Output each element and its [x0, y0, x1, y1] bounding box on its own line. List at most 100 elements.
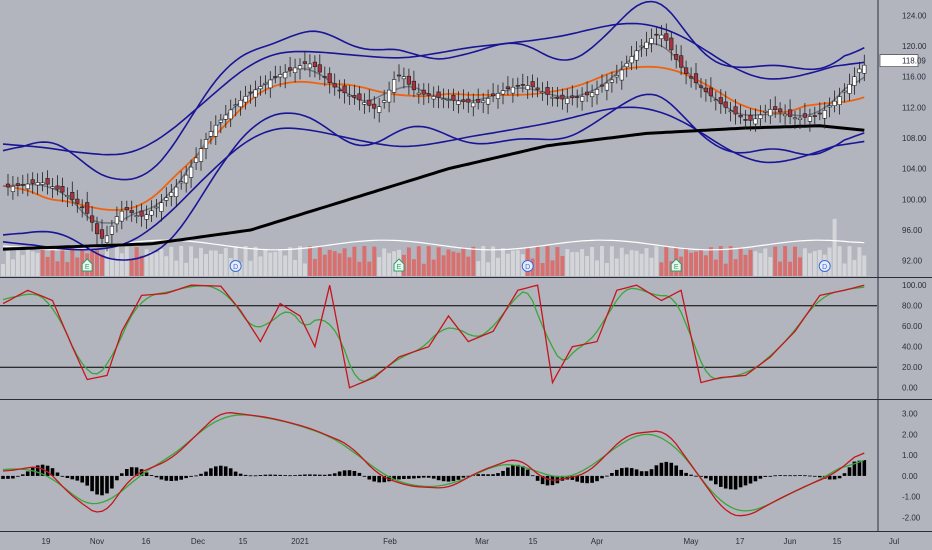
volume-bar [723, 263, 728, 276]
macd-histogram-bar [55, 472, 60, 476]
macd-histogram-bar [456, 475, 461, 480]
candle-body [698, 85, 704, 88]
macd-histogram-bar [1, 475, 5, 479]
candle-body [743, 119, 748, 121]
candle-body [753, 118, 758, 125]
macd-histogram-bar [139, 469, 144, 476]
candle-body [124, 207, 129, 211]
macd-histogram-bar [595, 475, 599, 482]
macd-histogram-bar [110, 475, 114, 489]
macd-histogram-bar [803, 475, 807, 477]
volume-bar [288, 247, 293, 276]
macd-histogram-bar [837, 475, 842, 479]
volume-bar [129, 260, 134, 276]
candle-body [456, 100, 461, 105]
bollinger-upper [2, 0, 865, 181]
macd-histogram-bar [90, 475, 94, 492]
candle-body [654, 33, 659, 36]
candle-body [421, 89, 426, 95]
macd-histogram-bar [85, 475, 89, 486]
candle-body [812, 115, 817, 117]
volume-bar [812, 251, 817, 276]
candle-body [738, 115, 743, 118]
macd-histogram-bar [129, 467, 134, 476]
macd-histogram-bar [441, 475, 446, 482]
candle-body [90, 215, 95, 223]
candle-body [619, 69, 624, 81]
time-tick-label: Mar [475, 537, 489, 546]
macd-histogram-bar [446, 475, 451, 482]
macd-histogram-bar [511, 465, 515, 476]
volume-bar [664, 246, 669, 276]
macd-histogram-bar [273, 474, 277, 476]
candle-body [80, 206, 85, 209]
macd-histogram-bar [832, 475, 837, 480]
candle-body [377, 106, 382, 113]
volume-bar [312, 258, 317, 276]
volume-bar [491, 246, 496, 276]
macd-histogram-bar [298, 474, 302, 476]
macd-histogram-bar [174, 475, 178, 481]
volume-bar [738, 247, 743, 276]
macd-histogram-bar [763, 475, 768, 477]
candle-body [485, 98, 491, 105]
macd-histogram-bar [674, 465, 678, 476]
macd-histogram-bar [704, 475, 708, 479]
macd-histogram-bar [610, 473, 614, 476]
macd-histogram-bar [65, 475, 70, 478]
candle-body [307, 63, 313, 69]
macd-histogram-bar [149, 475, 154, 476]
volume-bar [773, 246, 778, 276]
candle-body [65, 195, 70, 198]
volume-bar [293, 259, 298, 276]
candle-body [822, 110, 827, 119]
volume-bar [199, 247, 203, 276]
candle-body [233, 104, 238, 107]
macd-histogram-bar [308, 474, 312, 476]
volume-bar [758, 253, 763, 276]
candle-body [75, 198, 80, 204]
volume-bar [728, 246, 733, 276]
volume-bar [862, 255, 867, 276]
macd-histogram-bar [535, 475, 540, 481]
candle-body [258, 86, 263, 90]
candle-body [248, 91, 253, 94]
candle-body [599, 84, 605, 87]
volume-bar [436, 247, 441, 276]
time-tick-label: 15 [833, 537, 842, 546]
macd-histogram-bar [629, 468, 634, 476]
macd-histogram-bar [115, 475, 119, 481]
macd-histogram-bar [743, 475, 748, 486]
macd-histogram-bar [342, 470, 347, 476]
candle-body [312, 61, 318, 67]
volume-bar [505, 253, 510, 276]
macd-histogram-bar [357, 472, 362, 476]
volume-bar [471, 246, 476, 276]
volume-bar [411, 259, 416, 276]
volume-bar [649, 257, 654, 276]
time-tick-label: Apr [591, 537, 604, 546]
candles [5, 23, 867, 252]
candle-body [540, 91, 545, 94]
volume-bar [619, 247, 624, 276]
volume-bar [694, 251, 698, 276]
macd-histogram-bar [585, 475, 589, 484]
volume-bar [788, 261, 793, 276]
candle-body [436, 91, 441, 98]
volume-bar [55, 261, 60, 276]
volume-bar [70, 246, 75, 276]
candle-body [476, 99, 481, 103]
volume-bar [327, 249, 332, 276]
candle-body [114, 216, 119, 225]
volume-bar [6, 246, 10, 276]
macd-histogram-bar [431, 475, 436, 479]
volume-bar [174, 260, 179, 276]
dividend-marker [818, 260, 831, 272]
volume-bar [441, 255, 446, 276]
volume-bar [317, 247, 322, 276]
macd-histogram-bar [491, 474, 495, 476]
earnings-marker [81, 258, 93, 272]
macd-histogram-bar [659, 462, 664, 476]
volume-bar [298, 246, 302, 276]
